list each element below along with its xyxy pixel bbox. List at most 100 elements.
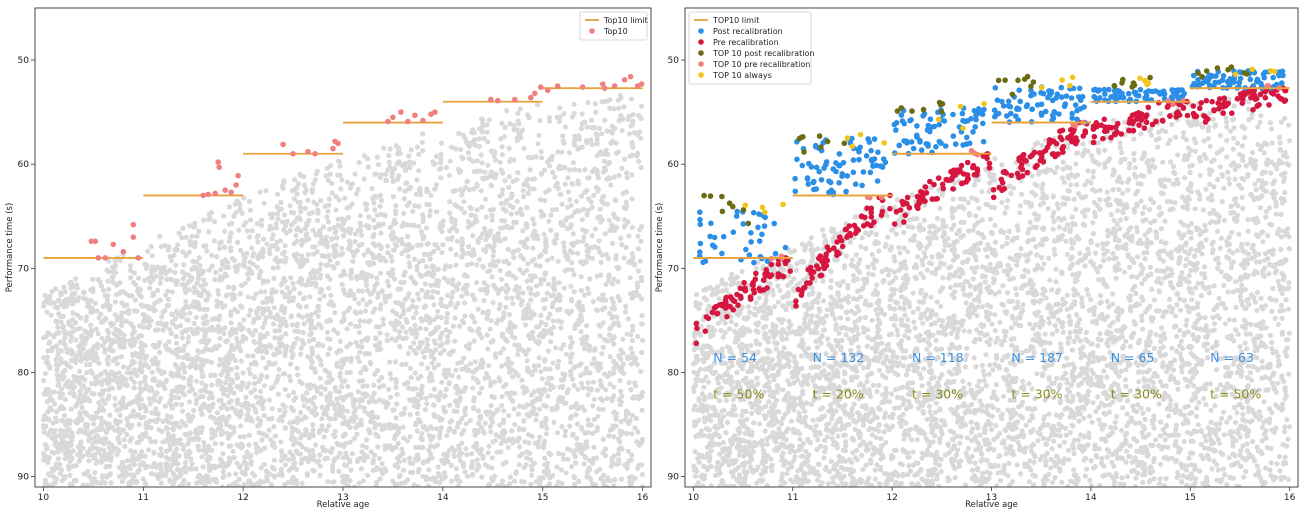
x-tick-label: 15: [1185, 493, 1196, 503]
post-recalibration-point: [805, 176, 811, 182]
post-recalibration-point: [1048, 90, 1054, 96]
pre-recalibration-point: [1226, 101, 1232, 107]
data-point: [215, 159, 221, 165]
pre-recalibration-point: [840, 244, 846, 250]
post-recalibration-point: [845, 173, 851, 179]
post-recalibration-point: [828, 180, 834, 186]
post-recalibration-point: [1039, 102, 1045, 108]
pre-recalibration-point: [775, 271, 781, 277]
top10-always-point: [1233, 72, 1239, 78]
x-tick-label: 11: [787, 493, 798, 503]
post-recalibration-point: [1078, 106, 1084, 112]
post-recalibration-point: [981, 107, 987, 113]
group-t-label: t = 30%: [1011, 386, 1062, 401]
pre-recalibration-point: [731, 298, 737, 304]
pre-recalibration-point: [915, 194, 921, 200]
y-axis-label: Performance time (s): [655, 203, 665, 293]
legend-label: TOP10 limit: [712, 16, 759, 25]
post-recalibration-point: [1052, 109, 1058, 115]
pre-recalibration-point: [1279, 96, 1285, 102]
post-recalibration-point: [1121, 95, 1127, 101]
pre-recalibration-point: [1069, 139, 1075, 145]
post-recalibration-point: [719, 251, 725, 257]
pre-recalibration-point: [1263, 95, 1269, 101]
post-recalibration-point: [881, 156, 887, 162]
post-recalibration-point: [1077, 86, 1083, 92]
pre-recalibration-point: [1102, 124, 1108, 130]
pre-recalibration-point: [1241, 90, 1247, 96]
data-point: [330, 146, 336, 152]
post-recalibration-point: [811, 180, 817, 186]
pre-recalibration-point: [1192, 114, 1198, 120]
data-point: [545, 88, 551, 94]
post-recalibration-point: [1213, 73, 1219, 79]
pre-recalibration-point: [1081, 133, 1087, 139]
post-recalibration-point: [1261, 75, 1267, 81]
pre-recalibration-point: [956, 169, 962, 175]
pre-recalibration-point: [1091, 140, 1097, 146]
post-recalibration-point: [1069, 111, 1075, 117]
post-recalibration-point: [697, 249, 703, 255]
post-recalibration-point: [836, 180, 842, 186]
post-recalibration-point: [1073, 102, 1079, 108]
post-recalibration-point: [793, 189, 799, 195]
background-cloud: [41, 93, 645, 490]
legend-marker-swatch: [698, 39, 704, 45]
post-recalibration-point: [932, 124, 938, 130]
post-recalibration-point: [697, 217, 703, 223]
pre-recalibration-point: [1174, 110, 1180, 116]
pre-recalibration-point: [864, 205, 870, 211]
post-recalibration-point: [856, 149, 862, 155]
pre-recalibration-point: [1203, 114, 1209, 120]
pre-recalibration-point: [823, 255, 829, 261]
pre-recalibration-point: [901, 219, 907, 225]
post-recalibration-point: [751, 210, 757, 216]
post-recalibration-point: [794, 157, 800, 163]
pre-recalibration-point: [738, 295, 744, 301]
pre-recalibration-point: [735, 302, 741, 308]
top10-pre-point: [969, 148, 975, 154]
top10-always-point: [1272, 69, 1278, 75]
pre-recalibration-point: [1240, 100, 1246, 106]
data-point: [335, 141, 341, 147]
pre-recalibration-point: [769, 272, 775, 278]
pre-recalibration-point: [1150, 122, 1156, 128]
post-recalibration-point: [861, 169, 867, 175]
pre-recalibration-point: [987, 165, 993, 171]
post-recalibration-point: [751, 260, 757, 266]
post-recalibration-point: [1216, 79, 1222, 85]
post-recalibration-point: [901, 138, 907, 144]
post-recalibration-point: [1074, 117, 1080, 123]
group-n-label: N = 65: [1111, 350, 1155, 365]
post-recalibration-point: [1116, 89, 1122, 95]
post-recalibration-point: [1162, 91, 1168, 97]
x-tick-label: 12: [886, 493, 897, 503]
post-recalibration-point: [907, 118, 913, 124]
post-recalibration-point: [1041, 91, 1047, 97]
top10-post-point: [1204, 68, 1210, 74]
legend-label: Top10 limit: [603, 16, 648, 25]
pre-recalibration-point: [1068, 127, 1074, 133]
data-point: [398, 109, 404, 115]
pre-recalibration-point: [724, 314, 730, 320]
post-recalibration-point: [841, 160, 847, 166]
post-recalibration-point: [826, 190, 832, 196]
post-recalibration-point: [864, 153, 870, 159]
post-recalibration-point: [813, 143, 819, 149]
group-n-label: N = 54: [713, 350, 757, 365]
data-point: [495, 98, 501, 104]
background-cloud: [691, 95, 1292, 490]
top10-post-point: [1147, 75, 1153, 81]
legend-label: Post recalibration: [713, 27, 783, 36]
pre-recalibration-point: [1198, 100, 1204, 106]
pre-recalibration-point: [887, 206, 893, 212]
x-tick-label: 11: [138, 493, 149, 503]
post-recalibration-point: [757, 238, 763, 244]
post-recalibration-point: [1126, 91, 1132, 97]
post-recalibration-point: [814, 186, 820, 192]
post-recalibration-point: [1051, 115, 1057, 121]
pre-recalibration-point: [818, 253, 824, 259]
pre-recalibration-point: [694, 321, 700, 327]
top10-post-point: [1225, 67, 1231, 73]
